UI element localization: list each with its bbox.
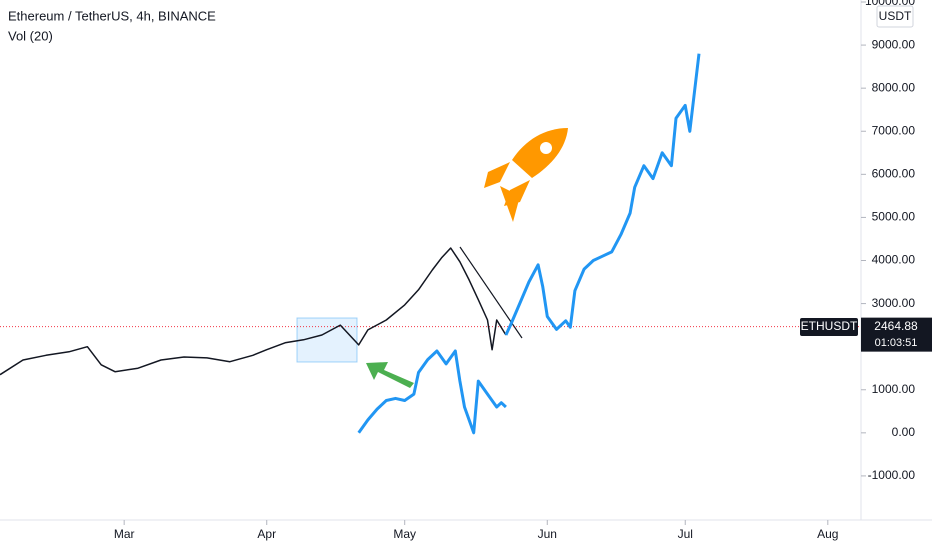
price-line	[0, 247, 507, 376]
y-tick-label: 1000.00	[872, 382, 916, 396]
countdown: 01:03:51	[875, 337, 918, 349]
rocket-icon	[484, 128, 568, 222]
green-arrow	[366, 362, 414, 388]
y-tick-label: 9000.00	[872, 37, 916, 51]
trend-line	[459, 246, 523, 339]
indicator-label: Vol (20)	[8, 28, 53, 43]
ticker-name: ETHUSDT	[801, 319, 858, 333]
price-line	[357, 349, 507, 435]
y-tick-label: -1000.00	[868, 468, 916, 482]
price-line	[504, 53, 701, 336]
y-tick-label: 4000.00	[872, 253, 916, 267]
currency-label[interactable]: USDT	[879, 9, 912, 23]
symbol-title: Ethereum / TetherUS, 4h, BINANCE	[8, 8, 216, 23]
y-tick-label: 3000.00	[872, 296, 916, 310]
y-tick-label: 8000.00	[872, 80, 916, 94]
last-price-label: 2464.88	[874, 319, 918, 333]
x-tick-label: May	[393, 527, 416, 541]
x-tick-label: Aug	[817, 527, 838, 541]
last-price-box	[861, 317, 932, 352]
x-tick-label: Apr	[257, 527, 276, 541]
highlight-box	[296, 317, 358, 363]
x-tick-label: Jul	[678, 527, 693, 541]
y-tick-label: 0.00	[892, 425, 916, 439]
y-tick-label: 7000.00	[872, 123, 916, 137]
x-tick-label: Mar	[114, 527, 135, 541]
x-tick-label: Jun	[538, 527, 557, 541]
y-tick-label: 10000.00	[865, 0, 915, 8]
ticker-tag	[800, 318, 858, 336]
y-tick-label: 6000.00	[872, 167, 916, 181]
currency-box[interactable]	[876, 5, 914, 28]
y-tick-label: 5000.00	[872, 210, 916, 224]
